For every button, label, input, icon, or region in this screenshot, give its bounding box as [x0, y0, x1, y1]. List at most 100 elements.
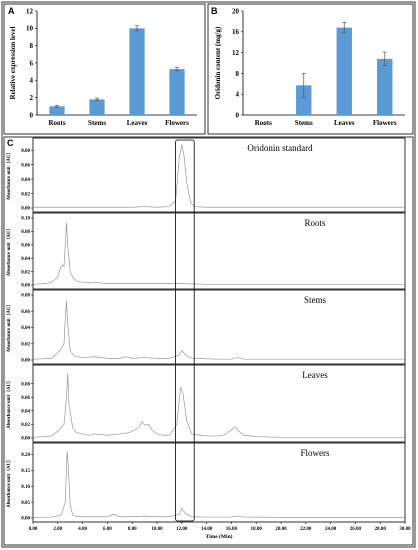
- x-tick-label: 26.00: [350, 527, 362, 532]
- panel-b-chart: 0 4 8 12 16 20 Roots Stems Leaves Flowers Oridonin…: [214, 7, 405, 127]
- sample-label: Roots: [304, 218, 326, 228]
- panel-c-label: C: [7, 138, 14, 148]
- y-tick-label: 0.00: [21, 359, 30, 364]
- chromatogram-trace: [32, 300, 405, 360]
- x-tick-label: 4.00: [78, 527, 87, 532]
- chromatogram-roots: 0.00 0.02 0.04 0.06 0.08 0.10 Roots Absorbance …: [6, 212, 406, 290]
- category-label: Stems: [88, 119, 106, 127]
- x-tick-label: 18.00: [251, 527, 263, 532]
- y-tick-label: 0: [236, 111, 240, 119]
- y-axis-title: Absorbance unit（AU）: [6, 457, 12, 508]
- chromatogram-trace: [32, 222, 405, 285]
- y-tick-label: 10: [26, 25, 34, 33]
- y-tick-label: 0.06: [21, 244, 30, 249]
- bar: [336, 27, 352, 115]
- panel-c-chromatograms: 0.00 0.02 0.04 0.06 0.08 Oridonin standard Abs…: [3, 136, 414, 546]
- category-label: Roots: [48, 119, 65, 127]
- category-label: Roots: [255, 119, 272, 127]
- y-tick-label: 8: [236, 70, 240, 78]
- bar: [49, 106, 65, 115]
- bar: [129, 28, 145, 115]
- y-axis-title: Absorbance unit（AU）: [6, 378, 12, 429]
- sample-label: Oridonin standard: [247, 143, 313, 153]
- category-label: Stems: [295, 119, 313, 127]
- y-tick-label: 0.02: [21, 423, 30, 428]
- bar: [89, 99, 105, 115]
- chromatogram-trace: [33, 144, 405, 208]
- panel-a-frame: [3, 3, 206, 135]
- y-axis-title: Relative expression level: [9, 26, 17, 99]
- y-tick-label: 0.02: [21, 270, 30, 275]
- bar: [296, 85, 312, 115]
- subplot-frame: [32, 212, 406, 290]
- category-label: Flowers: [165, 119, 189, 127]
- x-tick-label: 20.00: [275, 527, 287, 532]
- y-tick-label: 0.04: [21, 178, 30, 183]
- y-tick-label: 0.08: [21, 382, 30, 387]
- chromatogram-trace: [32, 451, 405, 518]
- y-tick-label: 0.04: [21, 257, 30, 262]
- y-axis-title: Absorbance unit（AU）: [6, 226, 12, 277]
- panel-b-frame: [207, 3, 414, 135]
- y-tick-label: 0.15: [21, 469, 30, 474]
- subplot-frame: [32, 442, 406, 523]
- chromatogram-trace: [32, 373, 405, 438]
- x-tick-label: 8.00: [128, 527, 137, 532]
- x-tick-label: 30.00: [399, 527, 411, 532]
- panel-c-frame: [3, 136, 414, 546]
- y-tick-label: 0.04: [21, 326, 30, 331]
- y-tick-label: 0.06: [21, 396, 30, 401]
- x-tick-label: 0.00: [29, 527, 38, 532]
- y-tick-label: 12: [232, 49, 240, 57]
- sample-label: Flowers: [301, 448, 330, 458]
- y-tick-label: 16: [232, 28, 240, 36]
- category-label: Leaves: [127, 119, 148, 127]
- oridonin-peak-window: [175, 139, 195, 522]
- y-tick-label: 0.02: [21, 192, 30, 197]
- y-axis-title: Oridonin content (mg/g): [214, 26, 222, 99]
- panel-b-label: B: [211, 6, 218, 16]
- y-tick-label: 2: [30, 94, 34, 102]
- category-label: Leaves: [334, 119, 355, 127]
- chromatogram-flowers: 0.00 0.05 0.10 0.15 0.20 Flowers Absorbance un…: [6, 442, 406, 523]
- y-tick-label: 0: [30, 111, 34, 119]
- y-tick-label: 0.00: [21, 437, 30, 442]
- x-tick-label: 12.00: [176, 527, 188, 532]
- x-axis-title: Time (Min): [206, 533, 233, 540]
- x-tick-label: 28.00: [375, 527, 387, 532]
- category-label: Flowers: [373, 119, 397, 127]
- y-tick-label: 6: [30, 59, 34, 67]
- y-tick-label: 0.08: [21, 294, 30, 299]
- y-tick-label: 0.00: [21, 284, 30, 289]
- y-tick-label: 0.00: [21, 207, 30, 212]
- bar: [377, 58, 393, 115]
- x-tick-label: 2.00: [53, 527, 62, 532]
- chromatogram-oridonin-standard: 0.00 0.02 0.04 0.06 0.08 Oridonin standard Abs…: [6, 137, 406, 213]
- y-tick-label: 0.08: [21, 149, 30, 154]
- x-tick-label: 10.00: [151, 527, 163, 532]
- chromatogram-leaves: 0.00 0.02 0.04 0.06 0.08 Leaves Absorbance uni…: [6, 364, 406, 443]
- y-tick-label: 0.10: [21, 217, 30, 222]
- y-tick-label: 0.08: [21, 230, 30, 235]
- y-tick-label: 12: [26, 7, 34, 15]
- bar: [169, 69, 185, 115]
- y-tick-label: 4: [30, 77, 34, 85]
- sample-label: Stems: [304, 295, 327, 305]
- y-tick-label: 0.05: [21, 501, 30, 506]
- subplot-frame: [32, 289, 406, 365]
- y-tick-label: 0.10: [21, 485, 30, 490]
- x-tick-label: 6.00: [103, 527, 112, 532]
- y-tick-label: 0.06: [21, 163, 30, 168]
- x-tick-label: 14.00: [201, 527, 213, 532]
- y-tick-label: 0.04: [21, 410, 30, 415]
- y-tick-label: 0.20: [21, 453, 30, 458]
- y-tick-label: 0.06: [21, 310, 30, 315]
- y-tick-label: 0.02: [21, 342, 30, 347]
- panel-a-chart: 0 2 4 6 8 10 12 Roots Stems Leaves Flowers Relative…: [9, 7, 197, 127]
- chromatogram-stems: 0.00 0.02 0.04 0.06 0.08 Stems Absorbance unit…: [6, 289, 406, 365]
- y-axis-title: Absorbance unit（AU）: [6, 150, 12, 201]
- panel-a-label: A: [8, 6, 15, 16]
- x-tick-label: 22.00: [300, 527, 312, 532]
